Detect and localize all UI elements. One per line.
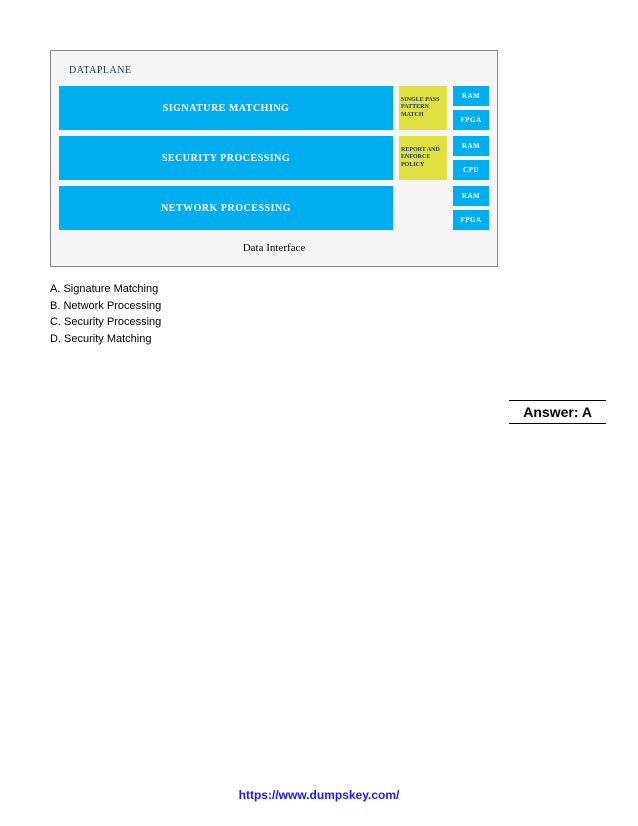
interface-label: Data Interface (59, 236, 489, 256)
dataplane-diagram: DATAPLANE SIGNATURE MATCHING SINGLE PASS… (50, 50, 498, 267)
option-a: A. Signature Matching (50, 281, 598, 298)
diagram-row: NETWORK PROCESSING RAM FPGA (59, 186, 489, 230)
main-block-signature: SIGNATURE MATCHING (59, 86, 393, 130)
option-b: B. Network Processing (50, 298, 598, 315)
side-col: RAM FPGA (453, 186, 489, 230)
side-block-cpu: CPU (453, 160, 489, 180)
footer-link[interactable]: https://www.dumpskey.com/ (0, 788, 638, 802)
option-d: D. Security Matching (50, 331, 598, 348)
diagram-row: SIGNATURE MATCHING SINGLE PASS PATTERN M… (59, 86, 489, 130)
answer-box: Answer: A (509, 400, 606, 424)
side-col: RAM CPU (453, 136, 489, 180)
option-c: C. Security Processing (50, 314, 598, 331)
options-list: A. Signature Matching B. Network Process… (50, 281, 598, 347)
main-block-security: SECURITY PROCESSING (59, 136, 393, 180)
sub-block-policy: REPORT AND ENFORCE POLICY (399, 136, 447, 180)
sub-block-pattern: SINGLE PASS PATTERN MATCH (399, 86, 447, 130)
side-block-fpga: FPGA (453, 110, 489, 130)
side-block-ram: RAM (453, 186, 489, 206)
side-col: RAM FPGA (453, 86, 489, 130)
diagram-row: SECURITY PROCESSING REPORT AND ENFORCE P… (59, 136, 489, 180)
main-block-network: NETWORK PROCESSING (59, 186, 393, 230)
side-block-fpga: FPGA (453, 210, 489, 230)
side-block-ram: RAM (453, 86, 489, 106)
empty-sub-block (399, 186, 447, 230)
diagram-title: DATAPLANE (59, 59, 489, 86)
side-block-ram: RAM (453, 136, 489, 156)
